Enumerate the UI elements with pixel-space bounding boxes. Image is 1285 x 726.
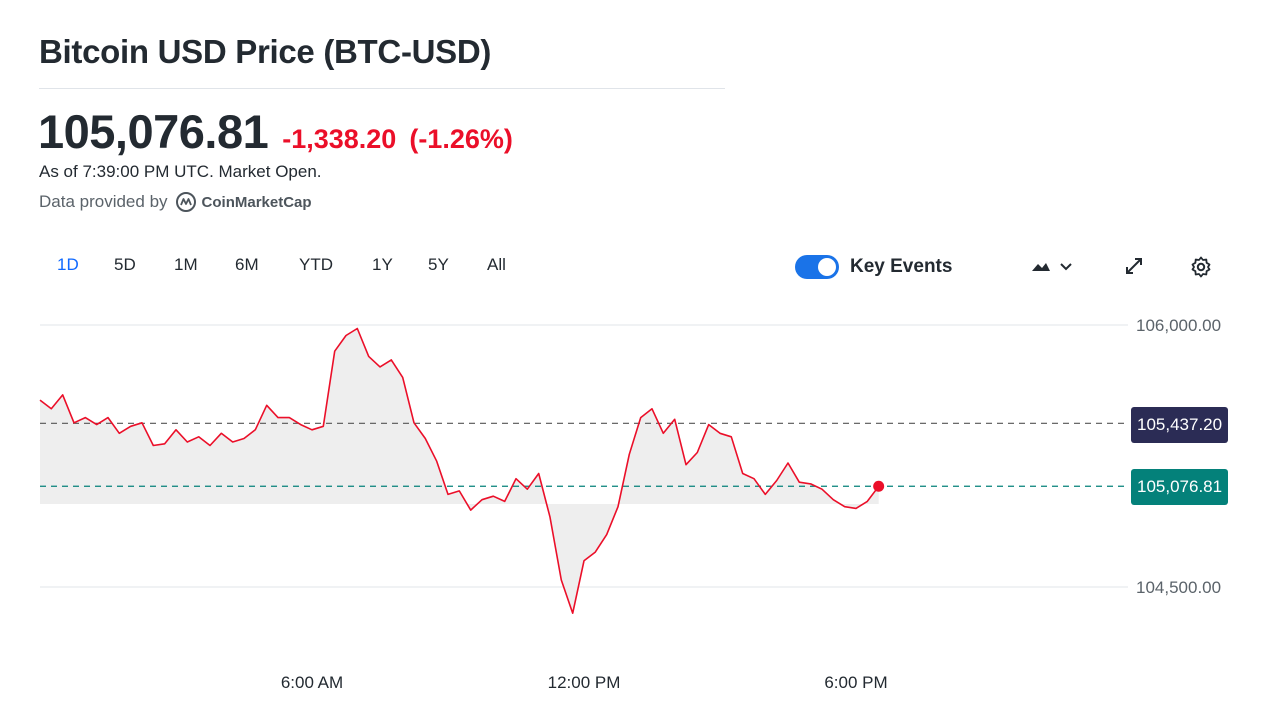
chart-type-button[interactable] <box>1030 258 1076 281</box>
header-divider <box>39 88 725 89</box>
range-1y[interactable]: 1Y <box>372 255 393 274</box>
x-tick-label: 6:00 AM <box>281 673 343 692</box>
provider-prefix: Data provided by <box>39 192 168 211</box>
key-events-toggle[interactable] <box>795 255 839 279</box>
range-5y[interactable]: 5Y <box>428 255 449 274</box>
price-line <box>39 327 880 614</box>
previous-close-tag: 105,437.20 <box>1131 407 1229 443</box>
area-fill <box>40 328 879 614</box>
mountain-chart-icon <box>1032 263 1050 271</box>
x-tick-label: 12:00 PM <box>548 673 621 692</box>
y-tick-label: 106,000.00 <box>1136 316 1221 335</box>
toggle-knob <box>818 258 836 276</box>
settings-button[interactable] <box>1190 256 1212 283</box>
range-5d[interactable]: 5D <box>114 255 136 274</box>
expand-icon <box>1126 258 1142 274</box>
range-ytd[interactable]: YTD <box>299 255 333 274</box>
range-all[interactable]: All <box>487 255 506 274</box>
page-title: Bitcoin USD Price (BTC-USD) <box>39 33 492 70</box>
provider-name: CoinMarketCap <box>201 193 312 211</box>
chevron-down-icon <box>1060 263 1072 271</box>
gear-icon <box>1191 256 1211 278</box>
expand-button[interactable] <box>1124 256 1144 281</box>
as-of-timestamp: As of 7:39:00 PM UTC. Market Open. <box>39 162 322 181</box>
current-price-tag: 105,076.81 <box>1131 469 1229 505</box>
x-tick-label: 6:00 PM <box>824 673 887 692</box>
data-provider: Data provided by CoinMarketCap <box>39 191 312 213</box>
price-change: -1,338.20 <box>282 124 397 154</box>
range-6m[interactable]: 6M <box>235 255 259 274</box>
last-price-marker <box>873 480 885 492</box>
range-1d[interactable]: 1D <box>57 255 79 274</box>
provider-link[interactable]: CoinMarketCap <box>175 191 312 213</box>
price-change-percent: (-1.26%) <box>409 124 513 154</box>
y-tick-label: 104,500.00 <box>1136 578 1221 597</box>
key-events-toggle-group: Key Events <box>795 255 952 279</box>
coinmarketcap-logo-icon <box>175 192 196 212</box>
range-1m[interactable]: 1M <box>174 255 198 274</box>
key-events-label: Key Events <box>850 256 953 277</box>
current-price: 105,076.81 <box>38 105 269 158</box>
price-row: 105,076.81 -1,338.20 (-1.26%) <box>38 104 513 159</box>
